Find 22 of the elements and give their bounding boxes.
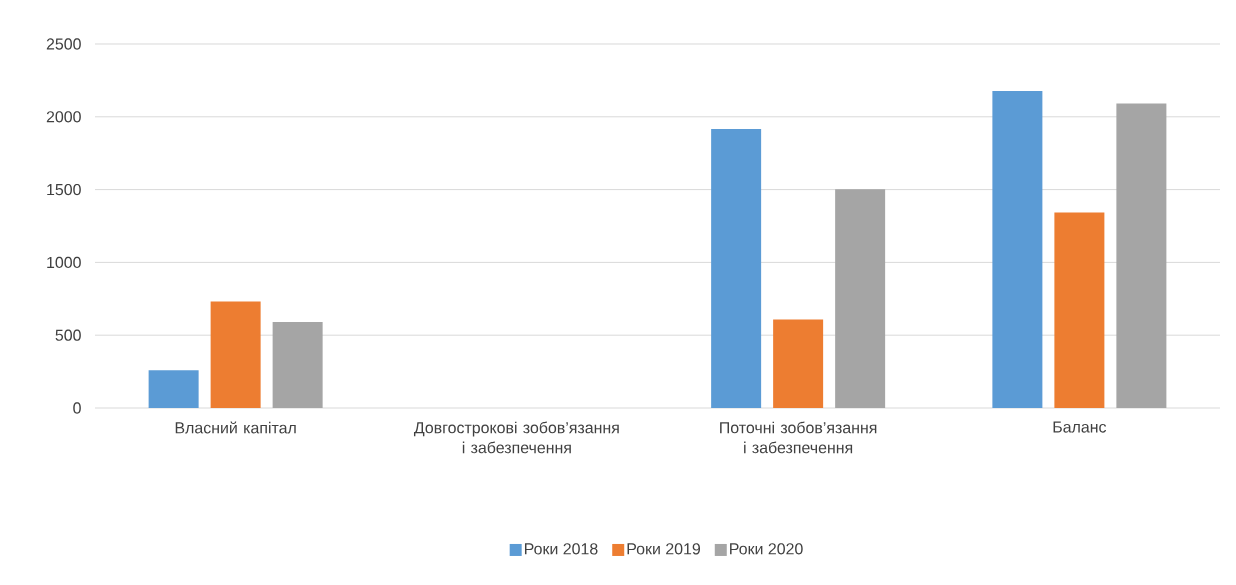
bar xyxy=(1116,103,1167,408)
bar xyxy=(835,189,886,408)
legend-label: Роки 2019 xyxy=(627,543,701,555)
legend-label: Роки 2018 xyxy=(524,543,598,555)
x-tick-label: Власний капітал xyxy=(175,421,296,434)
bar xyxy=(711,129,762,408)
y-tick-label: 1000 xyxy=(47,256,81,269)
bar xyxy=(773,319,824,408)
bar xyxy=(210,301,261,408)
x-tick-label: Довгострокові зобов’язання і забезпечення xyxy=(413,421,619,454)
legend-label: Роки 2020 xyxy=(730,543,803,555)
y-tick-label: 500 xyxy=(55,329,81,341)
y-tick-label: 0 xyxy=(73,402,81,414)
bar xyxy=(148,370,199,408)
bar xyxy=(1054,212,1105,408)
x-tick-label: Поточні зобов’язання і забезпечення xyxy=(720,421,877,454)
y-tick-label: 1500 xyxy=(47,183,81,196)
y-tick-label: 2000 xyxy=(46,111,81,123)
y-tick-label: 2500 xyxy=(46,38,81,50)
bar xyxy=(992,91,1043,408)
bar xyxy=(272,322,323,408)
x-tick-label: Баланс xyxy=(1053,421,1107,433)
